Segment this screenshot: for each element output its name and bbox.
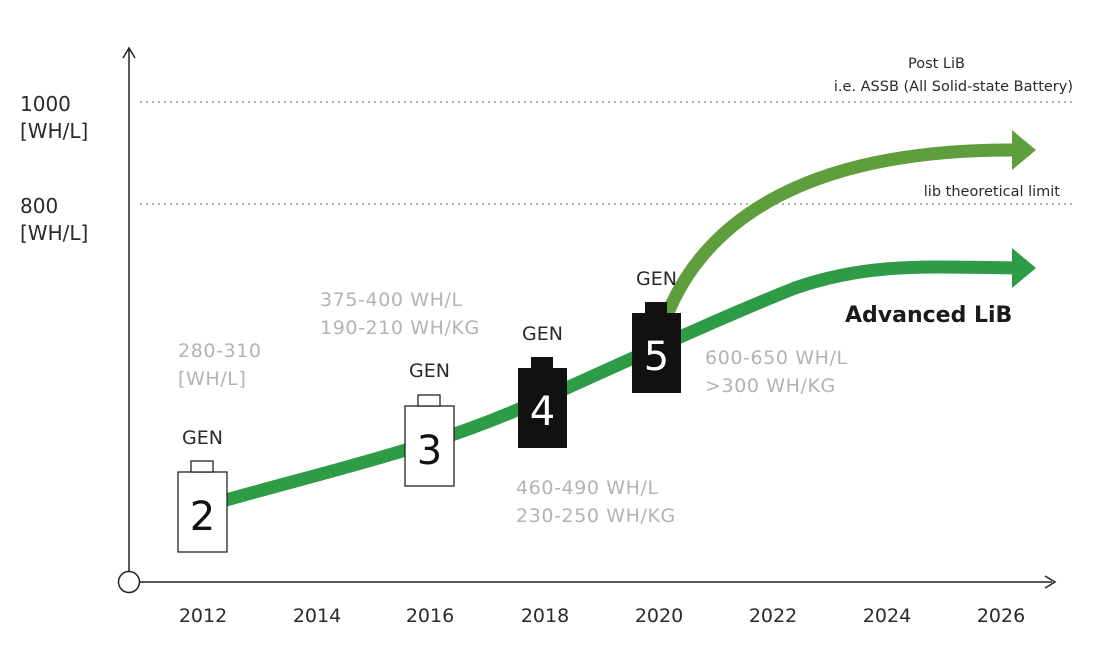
battery-terminal: [645, 302, 667, 314]
gen-2-spec-line1: 280-310: [178, 340, 262, 362]
x-axis-arrow-icon: [1044, 575, 1057, 589]
x-tick-label: 2016: [406, 605, 454, 627]
gen-5-spec-line1: 600-650 WH/L: [705, 347, 848, 369]
battery-gen-3: 3 GEN: [404, 360, 455, 487]
gen-label: GEN: [522, 323, 563, 345]
battery-icon: [404, 405, 455, 487]
battery-icon: [518, 368, 567, 448]
gen-4-spec-line2: 230-250 WH/KG: [516, 505, 676, 527]
battery-gen-number: 2: [190, 494, 215, 540]
y-tick-1000-unit: [WH/L]: [20, 119, 88, 143]
reference-label-assb: i.e. ASSB (All Solid-state Battery): [834, 79, 1073, 95]
y-tick-1000-value: 1000: [20, 92, 71, 116]
x-tick-label: 2022: [749, 605, 797, 627]
battery-gen-2: 2 GEN: [177, 427, 228, 553]
x-tick-label: 2020: [635, 605, 683, 627]
y-tick-800-value: 800: [20, 194, 58, 218]
gen-3-spec-line2: 190-210 WH/KG: [320, 317, 480, 339]
x-tick-label: 2018: [521, 605, 569, 627]
gen-2-spec-line2: [WH/L]: [178, 368, 247, 390]
battery-gen-number: 5: [644, 334, 669, 380]
origin-circle: [117, 570, 141, 594]
y-tick-800-unit: [WH/L]: [20, 221, 88, 245]
x-tick-label: 2014: [293, 605, 341, 627]
battery-gen-5: 5 GEN: [632, 268, 681, 393]
gen-label: GEN: [636, 268, 677, 290]
series-advanced-lib-arrowhead-icon: [1012, 248, 1036, 288]
y-axis-arrow-icon: [122, 46, 136, 59]
x-tick-label: 2026: [977, 605, 1025, 627]
gen-5-spec-line2: >300 WH/KG: [705, 375, 836, 397]
battery-icon: [177, 471, 228, 553]
battery-gen-number: 4: [530, 389, 555, 435]
gen-4-spec-line1: 460-490 WH/L: [516, 477, 659, 499]
gen-label: GEN: [409, 360, 450, 382]
battery-terminal: [417, 394, 441, 407]
gen-3-spec-line1: 375-400 WH/L: [320, 289, 463, 311]
battery-icon: [632, 313, 681, 393]
battery-gen-4: 4 GEN: [518, 323, 567, 448]
series-post-lib-arrowhead-icon: [1012, 130, 1036, 170]
battery-terminal: [190, 460, 214, 473]
battery-gen-number: 3: [417, 428, 442, 474]
gen-label: GEN: [182, 427, 223, 449]
battery-terminal: [531, 357, 553, 369]
reference-label-theoretical-limit: lib theoretical limit: [924, 184, 1061, 200]
series-post-lib-curve: [658, 143, 1021, 323]
x-tick-label: 2012: [179, 605, 227, 627]
series-advanced-lib-label: Advanced LiB: [845, 303, 1012, 328]
reference-label-post-lib: Post LiB: [908, 56, 965, 72]
x-tick-label: 2024: [863, 605, 911, 627]
